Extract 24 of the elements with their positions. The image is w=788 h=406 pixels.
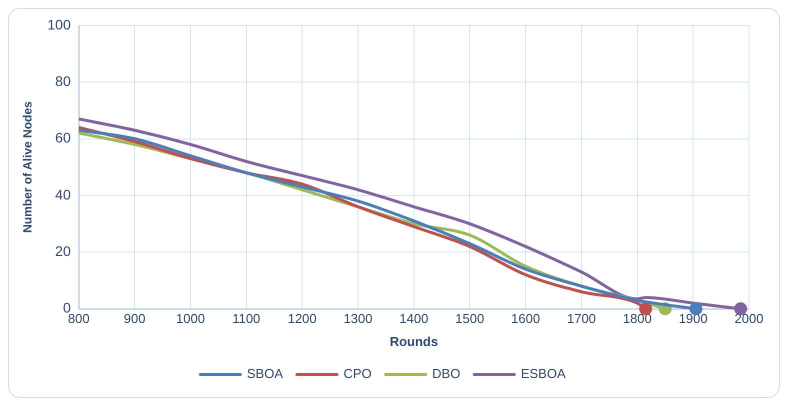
y-axis-title: Number of Alive Nodes [20, 100, 35, 233]
x-tick-label: 1800 [622, 311, 652, 326]
x-tick-label: 1700 [566, 311, 596, 326]
y-tick-label: 60 [55, 130, 71, 146]
legend-label: DBO [432, 366, 460, 382]
x-tick-label: 1500 [455, 311, 484, 326]
x-tick-label: 1600 [511, 311, 540, 326]
y-tick-label: 40 [55, 186, 71, 202]
x-tick-label: 1200 [288, 311, 317, 326]
y-tick-label: 80 [55, 72, 71, 89]
x-tick-label: 1000 [176, 311, 205, 326]
x-tick-label: 1400 [399, 311, 428, 326]
legend-label: ESBOA [520, 366, 566, 382]
legend-label: CPO [343, 366, 372, 382]
y-tick-label: 20 [55, 242, 71, 259]
legend-label: SBOA [246, 366, 284, 382]
y-tick-label: 100 [47, 16, 71, 32]
x-tick-label: 900 [124, 311, 146, 326]
x-axis-title: Rounds [390, 334, 438, 349]
x-tick-label: 1300 [344, 311, 372, 326]
x-tick-label: 800 [68, 311, 90, 326]
x-tick-label: 2000 [734, 311, 764, 326]
x-tick-label: 1900 [678, 311, 708, 326]
x-tick-label: 1100 [232, 311, 260, 326]
